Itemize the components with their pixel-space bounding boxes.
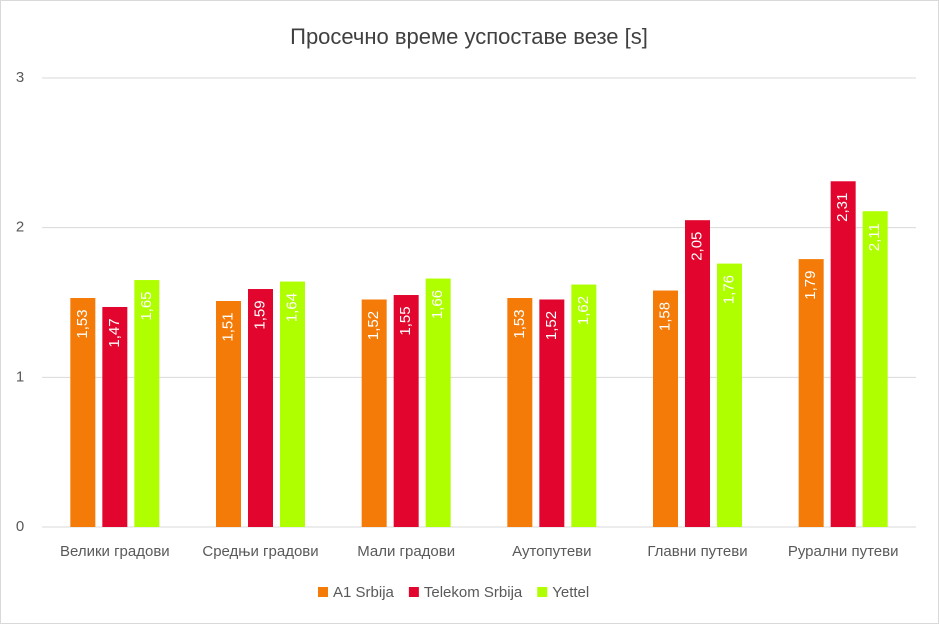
- value-label: 1,51: [219, 312, 236, 341]
- bar: [361, 299, 387, 527]
- legend-swatch: [318, 587, 328, 597]
- bar: [134, 280, 160, 527]
- bar: [425, 278, 451, 527]
- x-tick-label: Рурални путеви: [788, 543, 899, 560]
- value-label: 1,53: [74, 309, 91, 338]
- bar: [248, 289, 273, 527]
- chart-title: Просечно време успоставе везе [s]: [290, 24, 648, 49]
- bar: [571, 284, 597, 527]
- value-label: 1,64: [283, 293, 300, 322]
- legend-swatch: [537, 587, 548, 597]
- value-label: 1,76: [720, 275, 737, 304]
- bar: [653, 290, 678, 527]
- value-label: 1,47: [106, 318, 123, 347]
- value-label: 2,11: [866, 223, 883, 251]
- y-tick-label: 0: [16, 518, 24, 535]
- legend-label: Telekom Srbija: [424, 584, 523, 601]
- x-tick-label: Велики градови: [60, 543, 170, 560]
- value-label: 1,62: [575, 296, 592, 325]
- value-label: 1,52: [543, 311, 560, 340]
- bar: [393, 295, 419, 527]
- x-tick-label: Главни путеви: [647, 543, 747, 560]
- bar: [216, 301, 241, 527]
- bar: [280, 281, 305, 527]
- value-label: 1,55: [397, 306, 414, 335]
- legend-swatch: [408, 587, 419, 597]
- value-label: 2,31: [834, 193, 851, 222]
- value-label: 1,66: [429, 290, 446, 319]
- value-label: 1,53: [511, 309, 528, 338]
- bar: [102, 306, 128, 527]
- bar: [717, 263, 742, 527]
- value-label: 1,79: [802, 270, 819, 299]
- y-tick-label: 1: [16, 368, 24, 385]
- legend-label: A1 Srbija: [333, 584, 395, 601]
- x-tick-label: Аутопутеви: [512, 543, 591, 560]
- legend-label: Yettel: [552, 584, 589, 601]
- bar: [70, 298, 96, 527]
- bar: [862, 211, 888, 527]
- value-label: 1,65: [138, 291, 155, 320]
- value-label: 2,05: [688, 232, 705, 261]
- bar: [830, 181, 856, 527]
- value-label: 1,52: [365, 311, 382, 340]
- x-tick-label: Мали градови: [357, 543, 455, 560]
- bar: [539, 299, 565, 527]
- value-label: 1,59: [251, 300, 268, 329]
- bar: [507, 298, 533, 527]
- bar: [685, 220, 710, 527]
- x-tick-label: Средњи градови: [202, 543, 318, 560]
- bar: [798, 259, 824, 527]
- y-tick-label: 2: [16, 219, 24, 236]
- value-label: 1,58: [656, 302, 673, 331]
- y-tick-label: 3: [16, 69, 24, 86]
